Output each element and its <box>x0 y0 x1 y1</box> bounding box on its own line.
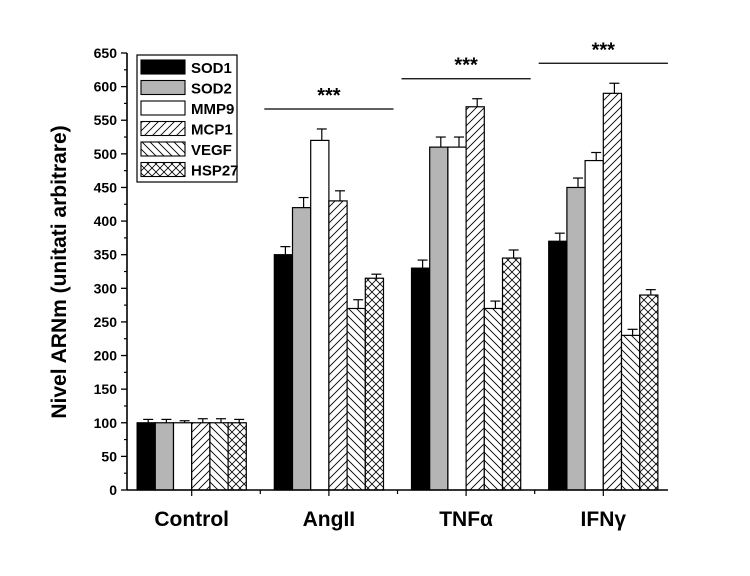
bar-mcp1-2 <box>465 106 485 491</box>
y-tick-label-3: 150 <box>94 381 118 397</box>
legend-swatch-sod2 <box>140 79 186 96</box>
legend-swatch-mmp9 <box>140 100 186 116</box>
bar-mmp9-3 <box>584 159 604 491</box>
bar-vegf-0 <box>209 422 229 491</box>
legend-label-mmp9: MMP9 <box>191 101 234 118</box>
x-tick-label-2: TNFα <box>439 508 493 531</box>
bar-sod2-0 <box>154 422 175 491</box>
bar-mcp1-3 <box>602 92 623 491</box>
legend-label-vegf: VEGF <box>191 142 232 159</box>
legend: SOD1 SOD2 MMP9 MCP1 VEGF HSP27 <box>136 54 239 183</box>
legend-label-hsp27: HSP27 <box>191 163 239 180</box>
y-tick-label-13: 650 <box>94 45 118 61</box>
y-tick-label-4: 200 <box>94 348 118 364</box>
legend-label-mcp1: MCP1 <box>191 122 233 139</box>
y-tick-label-11: 550 <box>94 112 118 128</box>
y-tick-label-1: 50 <box>101 448 117 464</box>
bar-sod1-3 <box>548 240 568 491</box>
bar-mcp1-0 <box>191 422 211 491</box>
bar-sod2-2 <box>429 146 449 491</box>
bar-vegf-1 <box>346 307 366 491</box>
bar-hsp27-3 <box>639 294 659 491</box>
bar-hsp27-0 <box>227 422 247 491</box>
y-tick-label-9: 450 <box>94 179 118 195</box>
significance-label-2: *** <box>592 39 616 61</box>
bar-mmp9-2 <box>447 146 467 491</box>
x-tick-label-0: Control <box>154 508 229 531</box>
y-tick-label-6: 300 <box>94 280 118 296</box>
legend-swatch-hsp27 <box>140 161 186 178</box>
y-tick-label-5: 250 <box>94 314 118 330</box>
y-tick-label-12: 600 <box>94 79 118 95</box>
y-tick-label-2: 100 <box>94 415 118 431</box>
bar-sod1-2 <box>410 267 431 491</box>
y-axis-label: Nivel ARNm (unitati arbitrare) <box>48 125 71 418</box>
bar-mcp1-1 <box>328 200 348 491</box>
y-tick-label-8: 400 <box>94 213 118 229</box>
legend-swatch-vegf <box>140 141 186 157</box>
legend-box <box>136 54 238 183</box>
x-tick-label-1: AngII <box>303 508 356 531</box>
y-tick-label-7: 350 <box>94 247 118 263</box>
x-tick-label-3: IFNγ <box>581 508 627 531</box>
y-tick-label-0: 0 <box>109 482 117 498</box>
bar-hsp27-1 <box>364 277 385 491</box>
y-tick-label-10: 500 <box>94 146 118 162</box>
bar-sod1-0 <box>136 422 156 491</box>
bar-sod1-1 <box>273 254 294 491</box>
significance-label-0: *** <box>317 85 341 107</box>
bar-vegf-2 <box>483 307 504 491</box>
legend-swatch-sod1 <box>140 59 186 75</box>
bar-mmp9-1 <box>310 139 330 491</box>
legend-swatch-mcp1 <box>140 120 186 137</box>
bar-sod2-1 <box>291 207 312 491</box>
bar-vegf-3 <box>620 334 641 491</box>
legend-label-sod1: SOD1 <box>191 60 232 77</box>
bar-mmp9-0 <box>172 422 193 491</box>
bar-sod2-3 <box>566 186 586 491</box>
legend-label-sod2: SOD2 <box>191 81 232 98</box>
significance-label-1: *** <box>454 55 478 77</box>
bar-hsp27-2 <box>501 257 522 491</box>
